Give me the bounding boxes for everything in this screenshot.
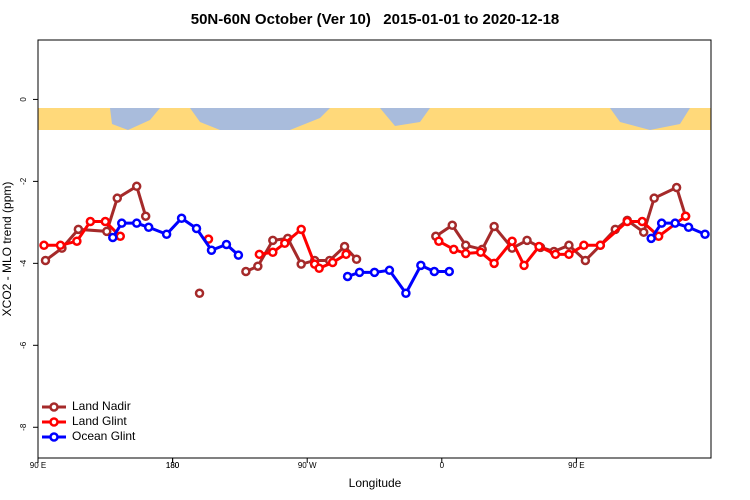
data-point (115, 231, 126, 242)
data-point (444, 266, 455, 277)
plot-frame (37, 39, 712, 459)
data-point (296, 259, 306, 269)
data-point (354, 267, 365, 278)
data-point (140, 211, 151, 221)
data-point (579, 240, 589, 251)
data-point (296, 224, 306, 235)
data-point (489, 221, 499, 232)
data-point (131, 181, 142, 192)
data-point (534, 241, 544, 252)
data-point (191, 223, 202, 234)
legend-marker (49, 402, 59, 412)
legend-label: Land Nadir (72, 399, 131, 413)
data-point (656, 218, 667, 228)
y-tick-label: 0 (19, 97, 28, 102)
map-band (38, 108, 711, 130)
chart-title: 50N-60N October (Ver 10) 2015-01-01 to 2… (191, 11, 560, 28)
data-point (117, 218, 127, 228)
data-point (447, 220, 458, 230)
legend-marker (49, 432, 59, 442)
x-axis-label: Longitude (349, 476, 402, 490)
data-point (522, 235, 532, 246)
data-point (671, 182, 682, 193)
data-point (102, 226, 112, 237)
data-point (176, 213, 187, 224)
data-point (637, 216, 647, 227)
data-point (280, 238, 290, 249)
data-point (460, 240, 471, 251)
data-point (72, 236, 82, 246)
data-point (40, 255, 51, 266)
y-tick-label: -4 (19, 259, 28, 267)
data-point (233, 250, 244, 260)
data-point (39, 240, 49, 251)
x-tick-label: 0 (440, 461, 445, 470)
data-point (194, 288, 205, 299)
legend-label: Land Glint (72, 414, 127, 428)
data-point (700, 229, 710, 239)
data-point (564, 249, 574, 260)
data-point (646, 233, 656, 244)
data-point (341, 249, 351, 260)
data-point (680, 211, 691, 221)
x-tick-label: 180 (166, 461, 180, 470)
x-tick-label: 180 (166, 461, 180, 470)
data-point (622, 216, 632, 227)
data-point (351, 254, 362, 264)
data-point (519, 260, 529, 271)
data-point (143, 222, 154, 233)
data-point (649, 193, 659, 203)
data-point (638, 227, 649, 237)
data-point (550, 249, 561, 260)
data-point (342, 271, 353, 282)
y-tick-label: -8 (19, 423, 28, 431)
y-axis-label: XCO2 - MLO trend (ppm) (0, 182, 14, 317)
data-point (460, 248, 471, 259)
data-point (653, 231, 664, 242)
y-tick-label: -2 (19, 177, 28, 185)
data-point (254, 249, 265, 260)
data-point (507, 236, 517, 246)
data-point (268, 247, 278, 258)
data-point (401, 288, 411, 299)
data-point (161, 229, 172, 239)
data-point (416, 260, 426, 271)
data-point (85, 216, 96, 227)
y-tick-label: -6 (19, 341, 28, 349)
data-point (564, 240, 574, 251)
data-point (683, 222, 694, 233)
legend-label: Ocean Glint (72, 429, 136, 443)
data-point (580, 255, 591, 266)
data-point (221, 239, 232, 250)
data-point (449, 244, 459, 255)
data-point (108, 232, 118, 243)
data-point (327, 257, 338, 268)
data-point (268, 235, 278, 246)
data-point (339, 241, 350, 252)
data-point (253, 261, 263, 271)
data-point (314, 263, 324, 274)
data-point (112, 193, 123, 203)
data-point (434, 236, 444, 246)
data-point (429, 266, 440, 277)
data-point (73, 224, 84, 235)
data-point (100, 216, 111, 227)
data-point (384, 265, 395, 276)
data-point (670, 218, 680, 228)
x-tick-label: 90 E (30, 461, 46, 470)
data-point (55, 240, 66, 251)
data-point (475, 247, 486, 258)
data-point (131, 218, 142, 228)
x-tick-label: 90 W (298, 461, 317, 470)
data-point (489, 258, 499, 269)
legend-marker (49, 417, 59, 427)
data-point (595, 240, 606, 251)
data-point (241, 266, 251, 277)
data-point (206, 245, 217, 255)
data-point (369, 267, 380, 278)
x-tick-label: 90 E (568, 461, 584, 470)
